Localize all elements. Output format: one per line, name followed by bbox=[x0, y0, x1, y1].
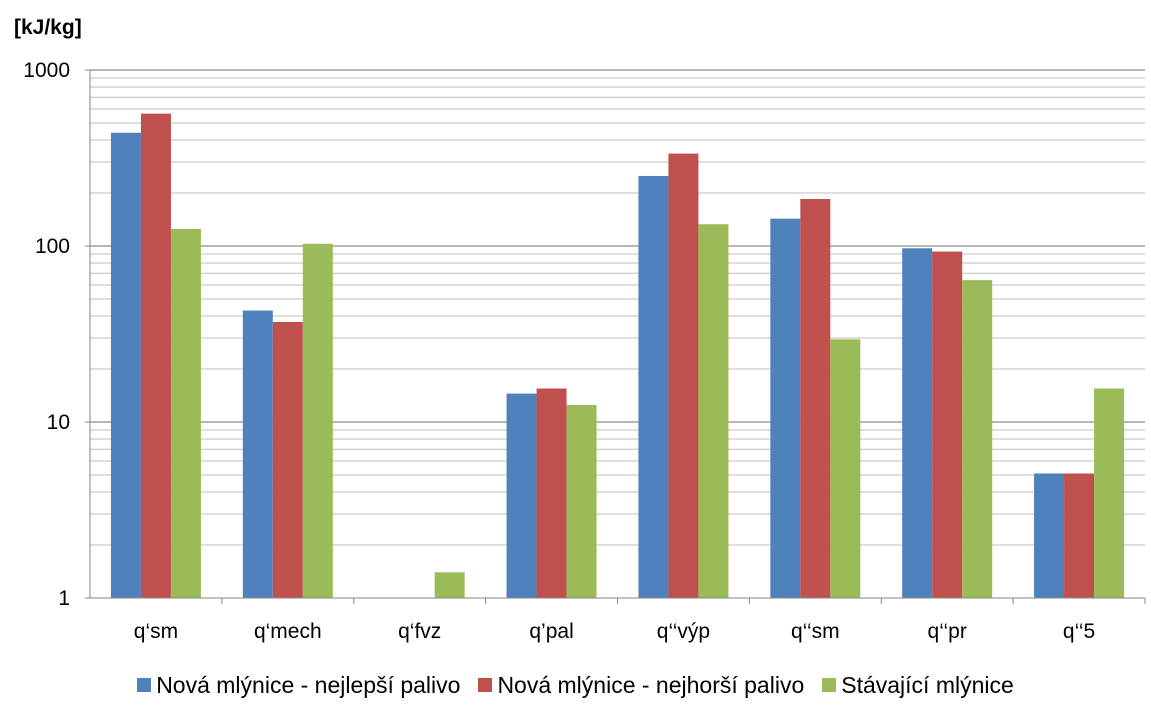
bar bbox=[506, 393, 537, 598]
legend-label: Stávající mlýnice bbox=[841, 671, 1014, 698]
x-tick-label: q‘fvz bbox=[398, 620, 441, 643]
y-tick-label: 1000 bbox=[23, 59, 70, 82]
y-axis-title: [kJ/kg] bbox=[14, 16, 82, 39]
bar bbox=[1064, 473, 1095, 598]
bar bbox=[902, 248, 933, 598]
bar bbox=[668, 153, 699, 599]
tick-labels: 1 10 100 1000 q‘sm q‘mech q‘fvz q’pal q‘‘výp q‘‘s… bbox=[23, 59, 1095, 643]
bar bbox=[272, 321, 303, 598]
bar bbox=[638, 175, 669, 598]
bar bbox=[140, 113, 171, 599]
legend-label: Nová mlýnice - nejhorší palivo bbox=[497, 671, 805, 698]
legend-label: Nová mlýnice - nejlepší palivo bbox=[156, 671, 461, 698]
bar bbox=[800, 198, 831, 598]
bars bbox=[110, 113, 1125, 599]
x-tick-label: q’pal bbox=[529, 620, 573, 643]
x-tick-label: q‘‘pr bbox=[928, 620, 967, 643]
x-tick-label: q‘sm bbox=[134, 620, 178, 643]
bar bbox=[932, 251, 963, 598]
bar bbox=[110, 132, 141, 599]
legend-swatch bbox=[478, 678, 493, 692]
bar bbox=[242, 310, 273, 598]
y-tick-label: 100 bbox=[35, 235, 70, 258]
x-tick-label: q‘mech bbox=[254, 620, 322, 643]
bar bbox=[566, 404, 597, 598]
chart-plot: 1 10 100 1000 q‘sm q‘mech q‘fvz q’pal q‘‘výp q‘‘s… bbox=[23, 59, 1146, 643]
legend-swatch bbox=[137, 678, 152, 692]
x-tick-label: q‘‘5 bbox=[1063, 620, 1095, 643]
legend: Nová mlýnice - nejlepší palivo Nová mlýni… bbox=[0, 670, 1151, 700]
bar bbox=[170, 228, 201, 598]
y-tick-label: 1 bbox=[58, 587, 70, 610]
bar bbox=[302, 243, 333, 598]
y-tick-label: 10 bbox=[47, 411, 70, 434]
bar bbox=[698, 224, 729, 598]
legend-item: Stávající mlýnice bbox=[822, 672, 1014, 699]
bar bbox=[830, 339, 861, 598]
bar bbox=[434, 572, 465, 598]
legend-swatch bbox=[822, 678, 837, 692]
bar bbox=[536, 388, 567, 598]
bar bbox=[1094, 388, 1125, 598]
legend-item: Nová mlýnice - nejhorší palivo bbox=[478, 672, 804, 699]
x-tick-label: q‘‘výp bbox=[657, 620, 710, 643]
axes bbox=[85, 69, 1146, 604]
bar bbox=[1034, 473, 1065, 598]
bar bbox=[962, 280, 993, 598]
legend-item: Nová mlýnice - nejlepší palivo bbox=[137, 672, 460, 699]
x-tick-label: q‘‘sm bbox=[791, 620, 840, 643]
bar bbox=[770, 218, 801, 598]
